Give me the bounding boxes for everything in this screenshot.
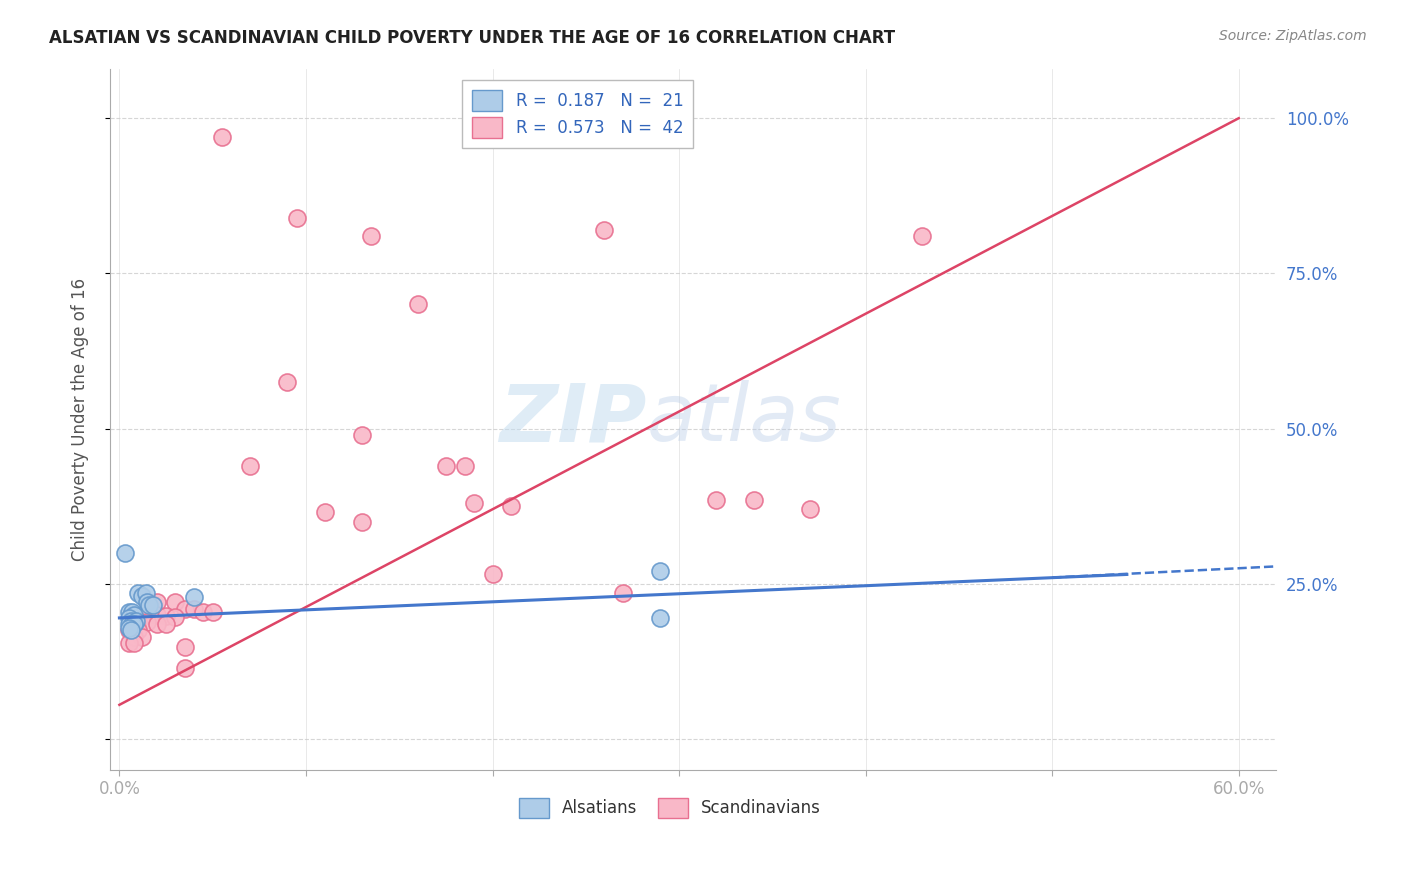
Text: atlas: atlas: [647, 380, 841, 458]
Point: [165, 610, 187, 624]
Point: [453, 458, 475, 473]
Point: [193, 605, 215, 619]
Point: [136, 595, 159, 609]
Text: Source: ZipAtlas.com: Source: ZipAtlas.com: [1219, 29, 1367, 43]
Point: [173, 660, 195, 674]
Point: [114, 546, 136, 560]
Point: [612, 586, 634, 600]
Point: [118, 605, 141, 619]
Point: [173, 640, 195, 654]
Point: [145, 607, 167, 622]
Point: [360, 229, 382, 244]
Point: [742, 492, 765, 507]
Point: [136, 607, 159, 622]
Point: [134, 586, 156, 600]
Point: [314, 505, 336, 519]
Point: [350, 427, 373, 442]
Point: [650, 565, 672, 579]
Point: [121, 617, 143, 632]
Point: [120, 614, 142, 628]
Point: [131, 630, 153, 644]
Point: [155, 617, 177, 632]
Point: [124, 636, 146, 650]
Y-axis label: Child Poverty Under the Age of 16: Child Poverty Under the Age of 16: [72, 277, 89, 561]
Point: [910, 229, 932, 244]
Point: [155, 609, 177, 624]
Point: [118, 622, 141, 636]
Point: [183, 591, 205, 605]
Point: [145, 595, 167, 609]
Point: [118, 624, 141, 638]
Point: [434, 458, 457, 473]
Point: [124, 630, 146, 644]
Point: [118, 611, 141, 625]
Point: [173, 601, 195, 615]
Point: [142, 599, 165, 613]
Point: [124, 607, 146, 622]
Point: [650, 611, 672, 625]
Point: [501, 499, 523, 513]
Point: [201, 605, 224, 619]
Point: [131, 589, 153, 603]
Point: [121, 605, 143, 619]
Text: ZIP: ZIP: [499, 380, 647, 458]
Point: [118, 617, 141, 632]
Text: ALSATIAN VS SCANDINAVIAN CHILD POVERTY UNDER THE AGE OF 16 CORRELATION CHART: ALSATIAN VS SCANDINAVIAN CHILD POVERTY U…: [49, 29, 896, 46]
Point: [406, 297, 429, 311]
Point: [211, 129, 233, 144]
Point: [124, 617, 146, 632]
Point: [127, 586, 149, 600]
Point: [120, 624, 142, 638]
Point: [593, 223, 616, 237]
Legend: Alsatians, Scandinavians: Alsatians, Scandinavians: [512, 791, 827, 825]
Point: [127, 624, 149, 638]
Point: [125, 614, 148, 628]
Point: [276, 375, 298, 389]
Point: [463, 496, 485, 510]
Point: [239, 458, 262, 473]
Point: [481, 567, 503, 582]
Point: [127, 614, 149, 628]
Point: [706, 492, 728, 507]
Point: [350, 515, 373, 529]
Point: [183, 601, 205, 615]
Point: [136, 615, 159, 630]
Point: [138, 599, 160, 613]
Point: [118, 636, 141, 650]
Point: [285, 211, 308, 225]
Point: [799, 502, 821, 516]
Point: [165, 595, 187, 609]
Point: [145, 617, 167, 632]
